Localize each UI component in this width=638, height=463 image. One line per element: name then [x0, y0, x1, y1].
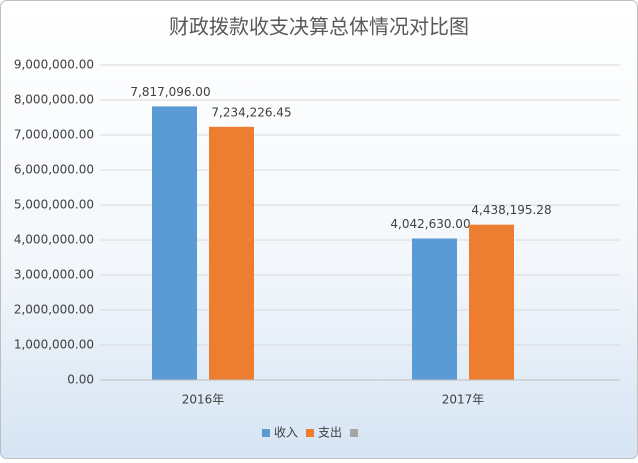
- x-tick-label: 2017年: [442, 393, 485, 407]
- legend-swatch: [350, 429, 359, 437]
- value-label: 4,042,630.00: [390, 217, 470, 231]
- legend-swatch: [262, 429, 270, 437]
- chart-title: 财政拨款收支决算总体情况对比图: [169, 15, 469, 39]
- y-tick-label: 1,000,000.00: [14, 338, 94, 352]
- y-tick-label: 7,000,000.00: [14, 128, 94, 142]
- value-label: 7,817,096.00: [130, 85, 210, 99]
- y-tick-label: 3,000,000.00: [14, 268, 94, 282]
- y-tick-label: 9,000,000.00: [14, 58, 94, 72]
- legend-swatch: [306, 429, 315, 437]
- value-label: 7,234,226.45: [211, 105, 291, 119]
- y-tick-label: 6,000,000.00: [14, 163, 94, 177]
- y-tick-label: 2,000,000.00: [14, 303, 94, 317]
- y-tick-label: 0.00: [67, 373, 94, 387]
- bar: [209, 126, 254, 381]
- bar: [152, 106, 197, 380]
- y-tick-label: 8,000,000.00: [14, 93, 94, 107]
- y-tick-label: 4,000,000.00: [14, 233, 94, 247]
- legend-label: 收入: [274, 426, 298, 440]
- value-label: 4,438,195.28: [471, 203, 551, 217]
- bar: [469, 224, 514, 380]
- x-tick-label: 2016年: [182, 393, 225, 407]
- y-tick-label: 5,000,000.00: [14, 198, 94, 212]
- legend-label: 支出: [318, 426, 342, 440]
- bar: [412, 238, 457, 380]
